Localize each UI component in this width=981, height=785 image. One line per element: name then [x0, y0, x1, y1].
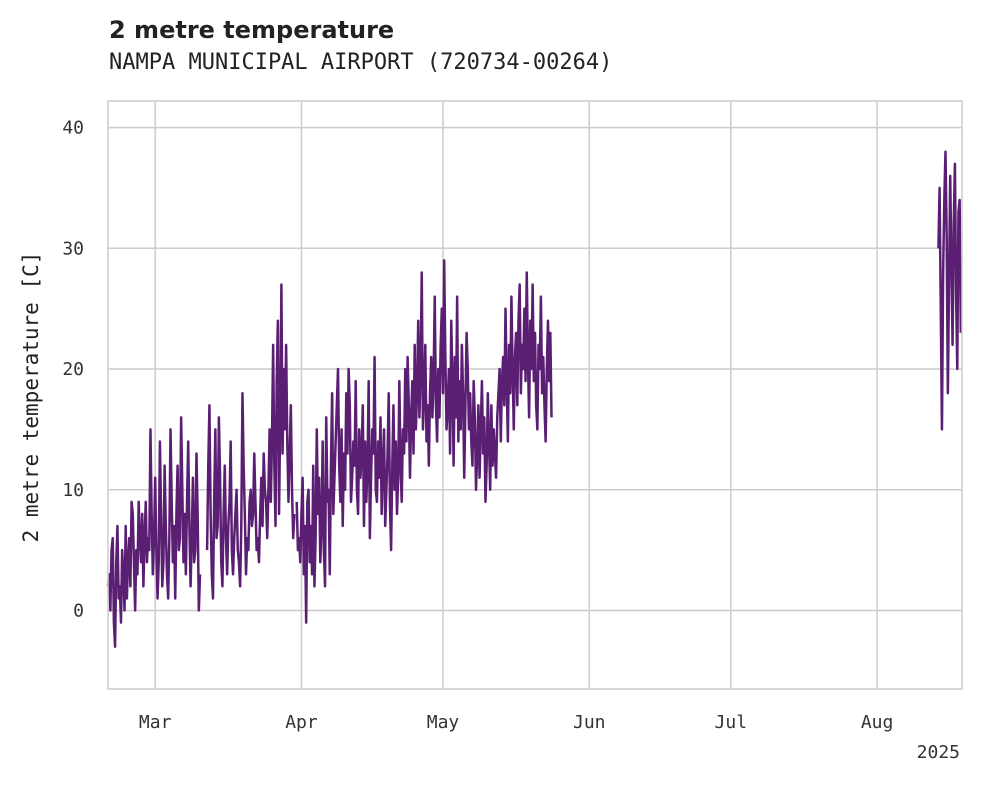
temperature-series-line	[295, 259, 553, 624]
x-tick-label: Jul	[715, 712, 748, 733]
series-group	[106, 150, 963, 648]
x-tick-label: Apr	[285, 712, 318, 733]
temperature-series-line	[106, 416, 202, 648]
chart-title: 2 metre temperature	[109, 16, 395, 44]
y-tick-label: 40	[62, 118, 84, 139]
temperature-series-line	[937, 150, 963, 431]
temperature-series-line	[205, 283, 296, 600]
x-tick-label: May	[427, 712, 460, 733]
y-tick-label: 20	[62, 359, 84, 380]
plot-frame	[107, 100, 963, 690]
y-tick-label: 10	[62, 480, 84, 501]
x-tick-labels: Mar Apr May Jun Jul Aug	[139, 712, 893, 733]
y-axis-label: 2 metre temperature [C]	[19, 252, 43, 543]
x-tick-label: Mar	[139, 712, 172, 733]
y-tick-labels: 0 10 20 30 40	[62, 118, 84, 622]
x-year-label: 2025	[917, 742, 960, 763]
x-tick-label: Aug	[861, 712, 894, 733]
y-tick-label: 0	[73, 601, 84, 622]
x-tick-label: Jun	[573, 712, 606, 733]
chart-subtitle: NAMPA MUNICIPAL AIRPORT (720734-00264)	[109, 50, 613, 75]
y-tick-label: 30	[62, 238, 84, 259]
